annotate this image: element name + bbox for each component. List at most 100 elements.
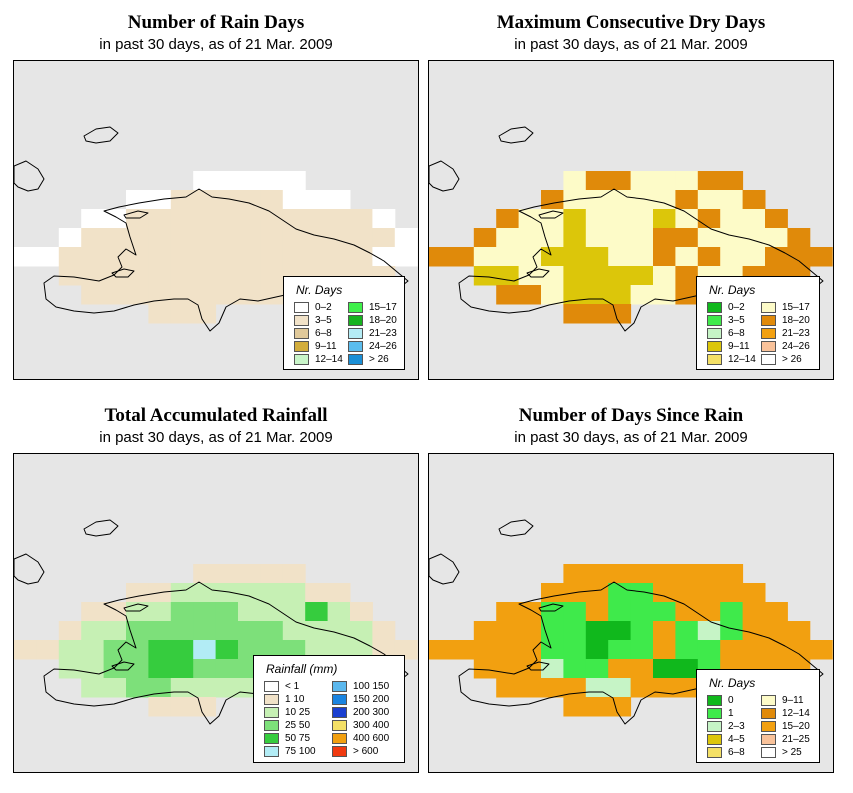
grid-cell [394,247,418,267]
island-outline-inagua [83,126,119,144]
legend-column-1: 0–2 3–5 6–8 9–11 12–14 [294,301,343,366]
grid-cell [720,247,744,267]
legend-swatch [761,328,776,339]
grid-cell [58,640,82,660]
legend-entry: 18–20 [761,314,810,327]
grid-cell [126,602,149,622]
grid-cell [81,659,105,679]
legend-label: < 1 [285,681,300,692]
island-outline-hispaniola [458,188,824,332]
grid-cell [170,285,194,305]
grid-cell [126,583,149,603]
legend-label: 75 100 [285,746,316,757]
grid-cell [720,171,744,191]
grid-cell [585,285,609,305]
grid-cell [327,228,351,248]
legend-swatch [264,720,279,731]
island-outline-tortuga [538,210,564,219]
grid-cell [260,285,284,305]
grid-cell [305,247,329,267]
grid-cell [148,228,172,248]
grid-cell [608,697,632,717]
legend-swatch [761,708,776,719]
grid-cell [608,228,632,248]
grid-cell [350,247,373,267]
grid-cell [451,247,475,267]
grid-cell [765,602,788,622]
grid-cell [585,583,609,603]
grid-cell [585,697,609,717]
grid-cell [148,266,172,286]
map-canvas [429,126,833,332]
grid-cell [630,659,654,679]
grid-cell [653,228,676,248]
island-outline-hispaniola [43,188,409,332]
grid-cell [327,602,351,622]
legend-label: 1 10 [285,694,305,705]
grid-cell [260,228,284,248]
grid-cell [238,247,261,267]
grid-cell [585,621,609,641]
grid-cell [260,602,284,622]
grid-cell [697,602,721,622]
grid-cell [675,564,699,584]
legend-swatch [348,302,363,313]
grid-cell [282,171,306,191]
grid-cell [193,228,217,248]
grid-cell [170,190,194,210]
grid-cell [585,209,609,229]
legend-swatch [761,695,776,706]
grid-cell [496,266,520,286]
legend-swatch [761,315,776,326]
legend-entry: 21–25 [761,733,810,746]
grid-cell [260,190,284,210]
panel-subtitle: in past 30 days, as of 21 Mar. 2009 [514,429,748,446]
grid-cell [473,621,497,641]
grid-cell [260,171,284,191]
legend-label: 400 600 [353,733,390,744]
grid-cell [58,266,82,286]
panel-subtitle: in past 30 days, as of 21 Mar. 2009 [99,36,333,53]
legend-swatch [707,341,722,352]
grid-cell [653,266,676,286]
grid-cell [585,228,609,248]
grid-cell [429,640,452,660]
legend-entry: 4–5 [707,733,745,746]
grid-cell [608,564,632,584]
grid-cell [742,228,766,248]
grid-cell [742,190,766,210]
grid-cell [372,621,396,641]
grid-cell [518,285,542,305]
grid-cell [305,621,329,641]
grid-cell [630,564,654,584]
grid-cell [148,640,172,660]
legend-column-1: < 1 1 10 10 25 25 50 50 75 75 100 [264,680,316,758]
grid-cell [327,209,351,229]
legend-swatch [348,341,363,352]
grid-cell [720,564,744,584]
legend-entry: 24–26 [761,340,810,353]
grid-cell [282,583,306,603]
grid-cell [350,209,373,229]
legend-swatch [761,734,776,745]
grid-cell [541,190,564,210]
grid-cell [518,602,542,622]
grid-cell [193,285,217,305]
grid-cell [126,190,149,210]
legend: Nr. Days 0–2 3–5 6–8 9–11 12–14 15–17 18–20 21… [696,276,820,370]
island-outline-gonave [526,661,550,671]
grid-cell [541,209,564,229]
legend-column-1: 0 1 2–3 4–5 6–8 [707,694,745,759]
legend-entry: 24–26 [348,340,397,353]
grid-cell [630,228,654,248]
grid-cell [563,640,587,660]
grid-cell [305,583,329,603]
legend-swatch [707,354,722,365]
grid-cell [765,640,788,660]
island-outline-cuba [429,160,460,192]
grid-cell [282,209,306,229]
legend-label: 10 25 [285,707,311,718]
legend-entry: 1 10 [264,693,316,706]
grid-cell [170,602,194,622]
legend-entry: 18–20 [348,314,397,327]
